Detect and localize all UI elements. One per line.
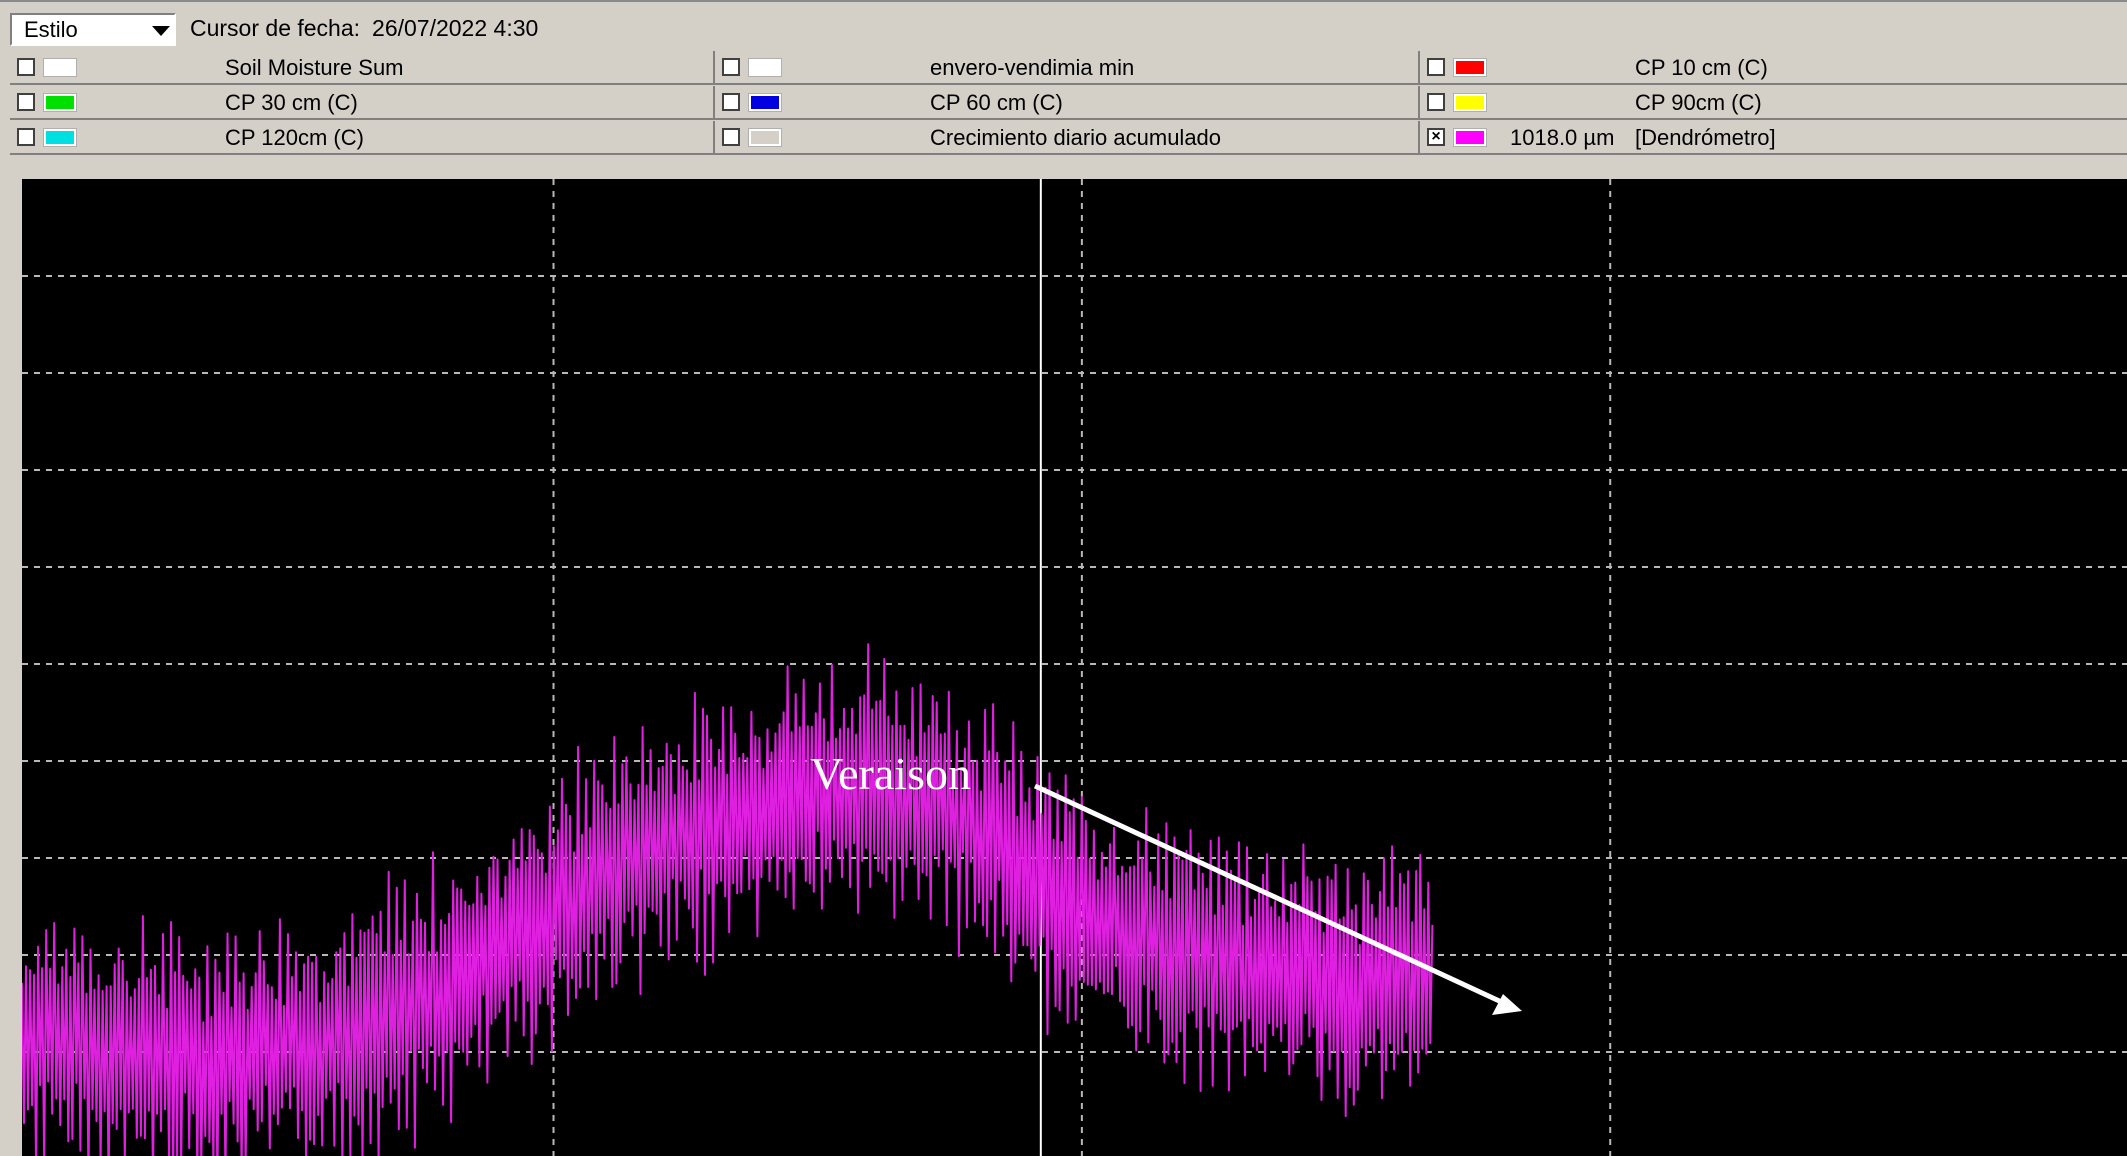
- series-checkbox[interactable]: [722, 58, 740, 76]
- series-value: 1018.0 µm: [1510, 125, 1615, 150]
- series-label: CP 10 cm (C): [1635, 55, 1768, 80]
- legend-item-cp-10cm[interactable]: CP 10 cm (C): [1418, 51, 2127, 85]
- series-color-swatch[interactable]: [1453, 128, 1487, 147]
- legend-row: CP 30 cm (C) CP 60 cm (C) CP 90cm (C): [10, 86, 2127, 120]
- series-checkbox[interactable]: [1427, 93, 1445, 111]
- chevron-down-icon[interactable]: [152, 26, 170, 36]
- legend-item-crecimiento-diario[interactable]: Crecimiento diario acumulado: [713, 121, 1418, 155]
- chart-panel: Veraison: [10, 163, 2127, 1156]
- series-label: Crecimiento diario acumulado: [930, 125, 1222, 150]
- style-select-value: Estilo: [24, 17, 78, 42]
- series-color-swatch[interactable]: [748, 93, 782, 112]
- date-cursor-value: 26/07/2022 4:30: [372, 15, 539, 41]
- series-checkbox[interactable]: [722, 93, 740, 111]
- series-checkbox[interactable]: [17, 58, 35, 76]
- series-label: CP 30 cm (C): [225, 90, 358, 115]
- chart-grid: [22, 179, 2127, 1156]
- series-checkbox[interactable]: [722, 128, 740, 146]
- veraison-arrow-head: [1492, 994, 1522, 1015]
- style-select[interactable]: Estilo: [10, 13, 176, 46]
- veraison-arrow-line: [1033, 783, 1510, 1008]
- legend-item-cp-30cm[interactable]: CP 30 cm (C): [10, 86, 713, 120]
- legend-item-soil-moisture-sum[interactable]: Soil Moisture Sum: [10, 51, 713, 85]
- series-label: envero-vendimia min: [930, 55, 1135, 80]
- legend-item-cp-60cm[interactable]: CP 60 cm (C): [713, 86, 1418, 120]
- legend-row: Soil Moisture Sum envero-vendimia min CP…: [10, 51, 2127, 85]
- date-cursor-readout: Cursor de fecha: 26/07/2022 4:30: [190, 15, 538, 42]
- legend-item-cp-120cm[interactable]: CP 120cm (C): [10, 121, 713, 155]
- legend-item-dendrometro[interactable]: × 1018.0 µm [Dendrómetro]: [1418, 121, 2127, 155]
- series-label: CP 60 cm (C): [930, 90, 1063, 115]
- series-label: [Dendrómetro]: [1635, 125, 1776, 150]
- legend-item-cp-90cm[interactable]: CP 90cm (C): [1418, 86, 2127, 120]
- series-checkbox[interactable]: [17, 128, 35, 146]
- dendrometer-series-line: [22, 643, 1434, 1156]
- toolbar: Estilo Cursor de fecha: 26/07/2022 4:30: [0, 0, 2127, 49]
- series-label: CP 120cm (C): [225, 125, 364, 150]
- series-checkbox[interactable]: [17, 93, 35, 111]
- series-color-swatch[interactable]: [1453, 58, 1487, 77]
- series-color-swatch[interactable]: [43, 93, 77, 112]
- series-legend: Soil Moisture Sum envero-vendimia min CP…: [10, 51, 2127, 159]
- series-checkbox-checked[interactable]: ×: [1427, 128, 1445, 146]
- series-color-swatch[interactable]: [748, 58, 782, 77]
- series-color-swatch[interactable]: [43, 58, 77, 77]
- series-color-swatch[interactable]: [1453, 93, 1487, 112]
- date-cursor-label: Cursor de fecha:: [190, 15, 361, 41]
- legend-row: CP 120cm (C) Crecimiento diario acumulad…: [10, 121, 2127, 155]
- legend-item-envero-vendimia-min[interactable]: envero-vendimia min: [713, 51, 1418, 85]
- series-label: CP 90cm (C): [1635, 90, 1762, 115]
- series-color-swatch[interactable]: [748, 128, 782, 147]
- series-label: Soil Moisture Sum: [225, 55, 404, 80]
- plot-area[interactable]: Veraison: [22, 179, 2127, 1156]
- series-color-swatch[interactable]: [43, 128, 77, 147]
- series-checkbox[interactable]: [1427, 58, 1445, 76]
- dendrometer-chart[interactable]: [22, 179, 2127, 1156]
- veraison-annotation: Veraison: [810, 748, 971, 799]
